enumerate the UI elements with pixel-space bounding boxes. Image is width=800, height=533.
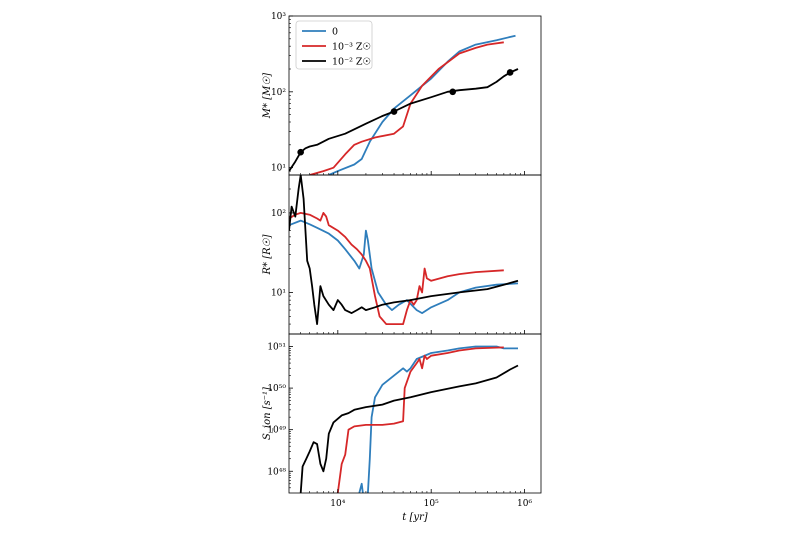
panel-mass: 10¹ 10² 10³ M* [M☉] xyxy=(262,12,542,176)
marker-point xyxy=(390,108,398,115)
series-group xyxy=(289,34,519,175)
panel-ionizing-flux: 10⁴⁸ 10⁴⁹ 10⁵⁰ 10⁵¹ S_ion [s⁻¹] xyxy=(262,333,542,494)
legend-label: 10⁻³ Z☉ xyxy=(332,42,372,53)
x-tick-label: 10⁴ xyxy=(330,499,345,509)
y-tick-label: 10⁴⁸ xyxy=(267,467,286,477)
y-axis-label: R* [R☉] xyxy=(262,234,273,275)
legend: 0 10⁻³ Z☉ 10⁻² Z☉ xyxy=(295,20,373,70)
panel-frame xyxy=(288,174,542,335)
series-line-0 xyxy=(328,34,516,175)
panel-frame xyxy=(288,333,542,494)
y-tick-label: 10⁵¹ xyxy=(267,343,286,353)
series-line-10-z xyxy=(289,68,519,172)
legend-box xyxy=(295,20,373,70)
series-line-0 xyxy=(358,345,518,493)
y-tick-label: 10² xyxy=(271,209,286,219)
series-line-10-z xyxy=(309,41,504,175)
series-line-10-z xyxy=(336,346,504,493)
y-tick-label: 10¹ xyxy=(271,164,286,174)
series-group xyxy=(289,175,519,325)
y-tick-label: 10⁵⁰ xyxy=(267,384,286,394)
x-tick-label: 10⁵ xyxy=(424,499,439,509)
series-group xyxy=(299,345,519,493)
legend-label: 10⁻² Z☉ xyxy=(332,57,372,68)
y-axis-label: S_ion [s⁻¹] xyxy=(262,387,273,440)
y-tick-label: 10⁴⁹ xyxy=(267,426,286,436)
x-axis-label: t [yr] xyxy=(402,512,428,523)
y-tick-label: 10¹ xyxy=(271,288,286,298)
series-line-10-z xyxy=(289,175,519,325)
y-tick-label: 10² xyxy=(271,88,286,98)
series-line-10-z xyxy=(299,364,519,493)
shared-x-axis: 10⁴ 10⁵ 10⁶ t [yr] xyxy=(330,499,532,523)
marker-point xyxy=(449,88,457,96)
legend-label: 0 xyxy=(332,27,338,38)
y-axis-label: M* [M☉] xyxy=(262,73,273,120)
panel-radius: 10¹ 10² R* [R☉] xyxy=(262,174,542,335)
series-line-0 xyxy=(289,219,519,314)
y-tick-label: 10³ xyxy=(271,12,286,22)
marker-point xyxy=(297,148,304,156)
marker-point xyxy=(506,69,514,76)
x-tick-label: 10⁶ xyxy=(517,499,532,509)
